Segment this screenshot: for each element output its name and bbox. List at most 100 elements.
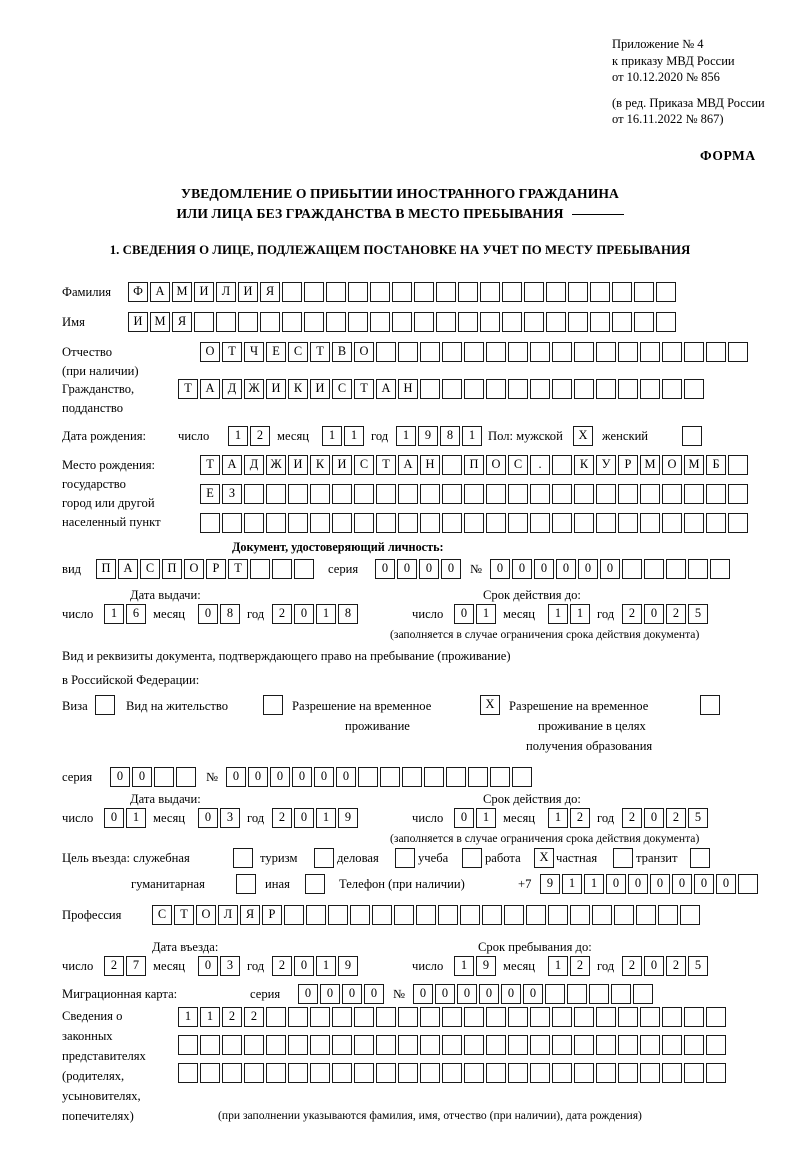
char-box[interactable] bbox=[486, 1063, 506, 1083]
char-box[interactable] bbox=[310, 1007, 330, 1027]
char-box[interactable]: И bbox=[238, 282, 258, 302]
char-box[interactable] bbox=[233, 848, 253, 868]
char-box[interactable]: И bbox=[288, 455, 308, 475]
char-box[interactable]: X bbox=[573, 426, 593, 446]
char-box[interactable] bbox=[634, 282, 654, 302]
char-box[interactable] bbox=[436, 312, 456, 332]
char-box[interactable]: . bbox=[530, 455, 550, 475]
char-box[interactable] bbox=[314, 848, 334, 868]
char-box[interactable]: 0 bbox=[454, 808, 474, 828]
sex-male-checkbox[interactable]: X bbox=[573, 426, 593, 446]
char-box[interactable] bbox=[392, 282, 412, 302]
char-box[interactable] bbox=[545, 984, 565, 1004]
char-box[interactable]: 1 bbox=[562, 874, 582, 894]
char-box[interactable] bbox=[508, 1063, 528, 1083]
purpose-private-checkbox[interactable] bbox=[613, 848, 633, 868]
purpose-official-checkbox[interactable] bbox=[233, 848, 253, 868]
char-box[interactable] bbox=[420, 1063, 440, 1083]
char-box[interactable] bbox=[728, 484, 748, 504]
char-box[interactable]: Ж bbox=[244, 379, 264, 399]
char-box[interactable] bbox=[305, 874, 325, 894]
char-box[interactable] bbox=[640, 513, 660, 533]
char-box[interactable] bbox=[508, 513, 528, 533]
char-box[interactable] bbox=[684, 1035, 704, 1055]
char-box[interactable] bbox=[398, 484, 418, 504]
char-box[interactable] bbox=[596, 1007, 616, 1027]
char-box[interactable] bbox=[728, 455, 748, 475]
char-box[interactable] bbox=[244, 513, 264, 533]
char-box[interactable] bbox=[263, 695, 283, 715]
char-box[interactable]: 1 bbox=[476, 808, 496, 828]
char-box[interactable]: И bbox=[194, 282, 214, 302]
char-box[interactable]: З bbox=[222, 484, 242, 504]
char-box[interactable] bbox=[222, 1035, 242, 1055]
char-box[interactable] bbox=[200, 1063, 220, 1083]
char-box[interactable]: 0 bbox=[644, 604, 664, 624]
char-box[interactable]: 0 bbox=[397, 559, 417, 579]
char-box[interactable] bbox=[392, 312, 412, 332]
char-box[interactable] bbox=[464, 1035, 484, 1055]
char-box[interactable]: 0 bbox=[644, 808, 664, 828]
char-box[interactable]: 0 bbox=[501, 984, 521, 1004]
char-box[interactable] bbox=[684, 1063, 704, 1083]
char-box[interactable] bbox=[622, 559, 642, 579]
char-box[interactable] bbox=[710, 559, 730, 579]
char-box[interactable]: И bbox=[128, 312, 148, 332]
char-box[interactable]: 5 bbox=[688, 604, 708, 624]
char-box[interactable] bbox=[706, 1063, 726, 1083]
char-box[interactable] bbox=[684, 342, 704, 362]
char-box[interactable]: Е bbox=[266, 342, 286, 362]
char-box[interactable] bbox=[332, 1007, 352, 1027]
char-box[interactable]: 1 bbox=[462, 426, 482, 446]
char-box[interactable] bbox=[706, 513, 726, 533]
char-box[interactable]: 0 bbox=[534, 559, 554, 579]
char-box[interactable] bbox=[662, 1007, 682, 1027]
char-box[interactable]: С bbox=[140, 559, 160, 579]
char-box[interactable] bbox=[530, 1063, 550, 1083]
char-box[interactable] bbox=[530, 379, 550, 399]
char-box[interactable]: К bbox=[574, 455, 594, 475]
char-box[interactable]: К bbox=[310, 455, 330, 475]
char-box[interactable]: 2 bbox=[622, 808, 642, 828]
char-box[interactable]: 2 bbox=[244, 1007, 264, 1027]
char-box[interactable]: 0 bbox=[198, 604, 218, 624]
char-box[interactable] bbox=[640, 484, 660, 504]
char-box[interactable] bbox=[376, 342, 396, 362]
char-box[interactable]: 5 bbox=[688, 808, 708, 828]
char-box[interactable] bbox=[618, 1007, 638, 1027]
char-box[interactable] bbox=[238, 312, 258, 332]
char-box[interactable] bbox=[596, 513, 616, 533]
char-box[interactable] bbox=[288, 1007, 308, 1027]
char-box[interactable] bbox=[272, 559, 292, 579]
char-box[interactable] bbox=[552, 1035, 572, 1055]
char-box[interactable] bbox=[304, 282, 324, 302]
visa-checkbox[interactable] bbox=[95, 695, 115, 715]
char-box[interactable]: Т bbox=[354, 379, 374, 399]
purpose-study-checkbox[interactable] bbox=[462, 848, 482, 868]
char-box[interactable]: С bbox=[508, 455, 528, 475]
char-box[interactable]: А bbox=[222, 455, 242, 475]
char-box[interactable] bbox=[618, 513, 638, 533]
char-box[interactable] bbox=[200, 1035, 220, 1055]
char-box[interactable] bbox=[508, 379, 528, 399]
char-box[interactable]: 0 bbox=[294, 956, 314, 976]
char-box[interactable]: 0 bbox=[413, 984, 433, 1004]
char-box[interactable] bbox=[530, 513, 550, 533]
char-box[interactable]: 1 bbox=[104, 604, 124, 624]
char-box[interactable] bbox=[442, 1007, 462, 1027]
char-box[interactable] bbox=[332, 1063, 352, 1083]
char-box[interactable] bbox=[570, 905, 590, 925]
char-box[interactable] bbox=[372, 905, 392, 925]
char-box[interactable] bbox=[328, 905, 348, 925]
char-box[interactable]: 0 bbox=[226, 767, 246, 787]
char-box[interactable] bbox=[398, 1035, 418, 1055]
char-box[interactable] bbox=[326, 312, 346, 332]
char-box[interactable]: 0 bbox=[490, 559, 510, 579]
char-box[interactable] bbox=[310, 484, 330, 504]
